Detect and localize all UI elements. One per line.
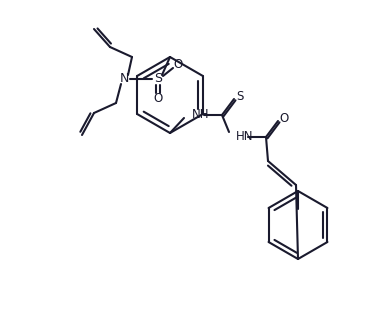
Text: S: S xyxy=(154,73,162,85)
Text: O: O xyxy=(153,92,163,106)
Text: O: O xyxy=(173,58,183,72)
Text: S: S xyxy=(236,91,244,103)
Text: HN: HN xyxy=(236,131,253,143)
Text: N: N xyxy=(120,73,129,85)
Text: NH: NH xyxy=(192,108,210,122)
Text: O: O xyxy=(279,112,289,126)
